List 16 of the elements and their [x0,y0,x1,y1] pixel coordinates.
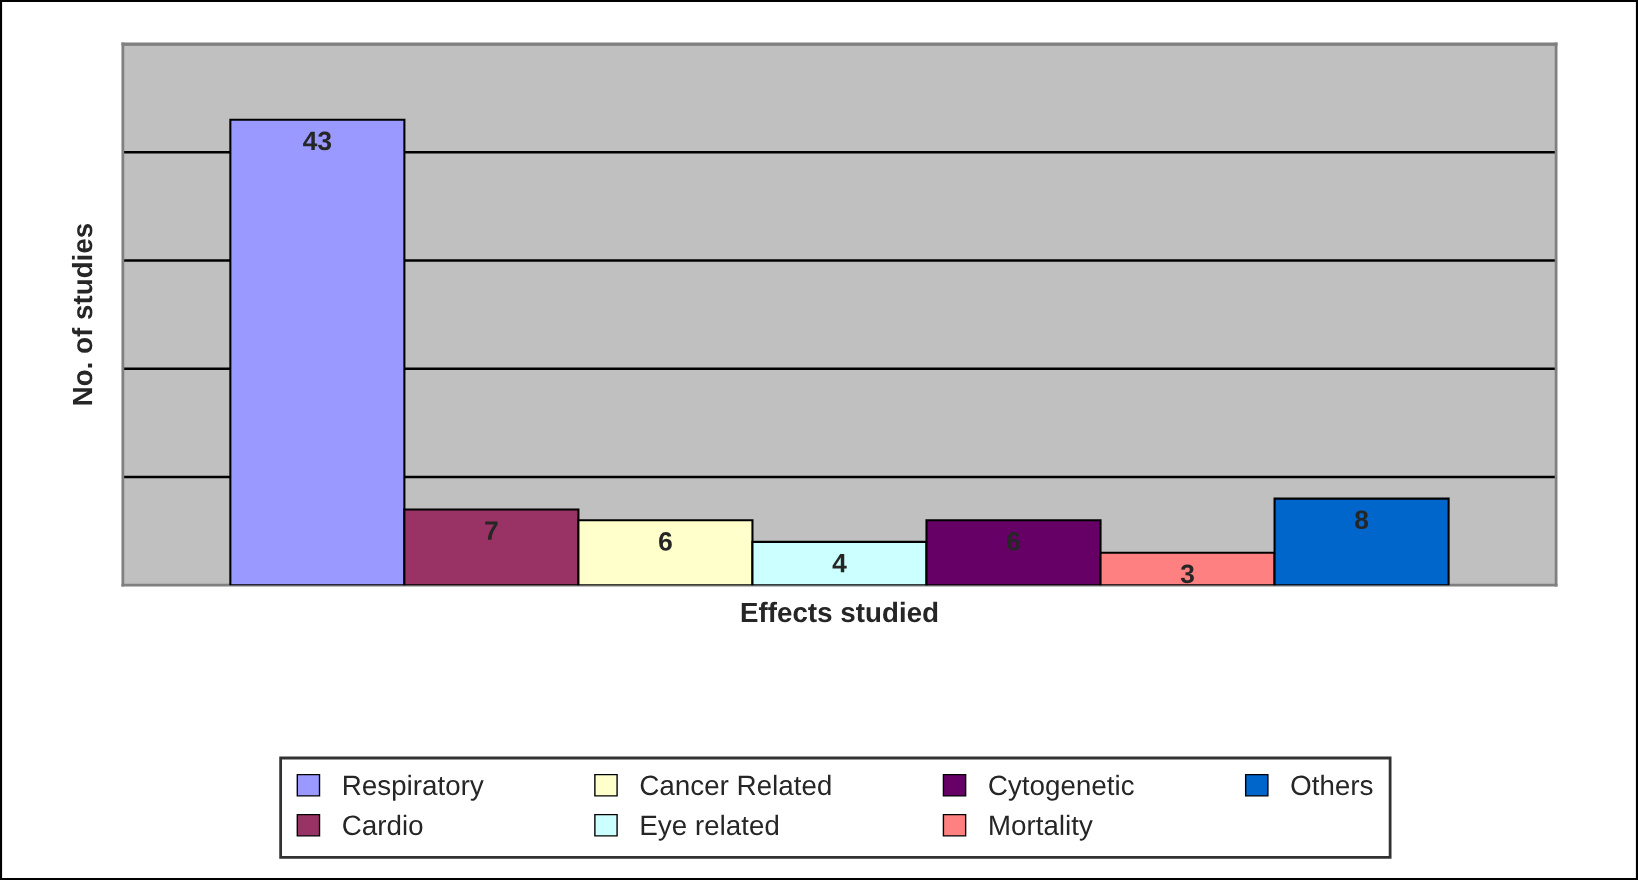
data-label: 8 [1355,510,1369,530]
legend-label: Cancer Related [640,774,831,796]
legend-label: Respiratory [344,774,484,801]
legend-label: Mortality [990,814,1093,841]
data-label: 3 [1180,564,1194,584]
data-label: 6 [659,532,672,551]
legend-label: Cardio [343,814,423,836]
legend-label: Eye related [641,814,779,841]
data-label: 7 [485,521,498,540]
y-axis-title: No. of studies [71,223,93,405]
legend-label: Others [1291,774,1373,796]
x-axis-title: Effects studied [741,601,938,623]
data-label: 43 [303,131,332,151]
data-label: 4 [832,553,847,573]
legend-label: Cytogenetic [989,774,1134,801]
data-label: 6 [1007,532,1020,551]
